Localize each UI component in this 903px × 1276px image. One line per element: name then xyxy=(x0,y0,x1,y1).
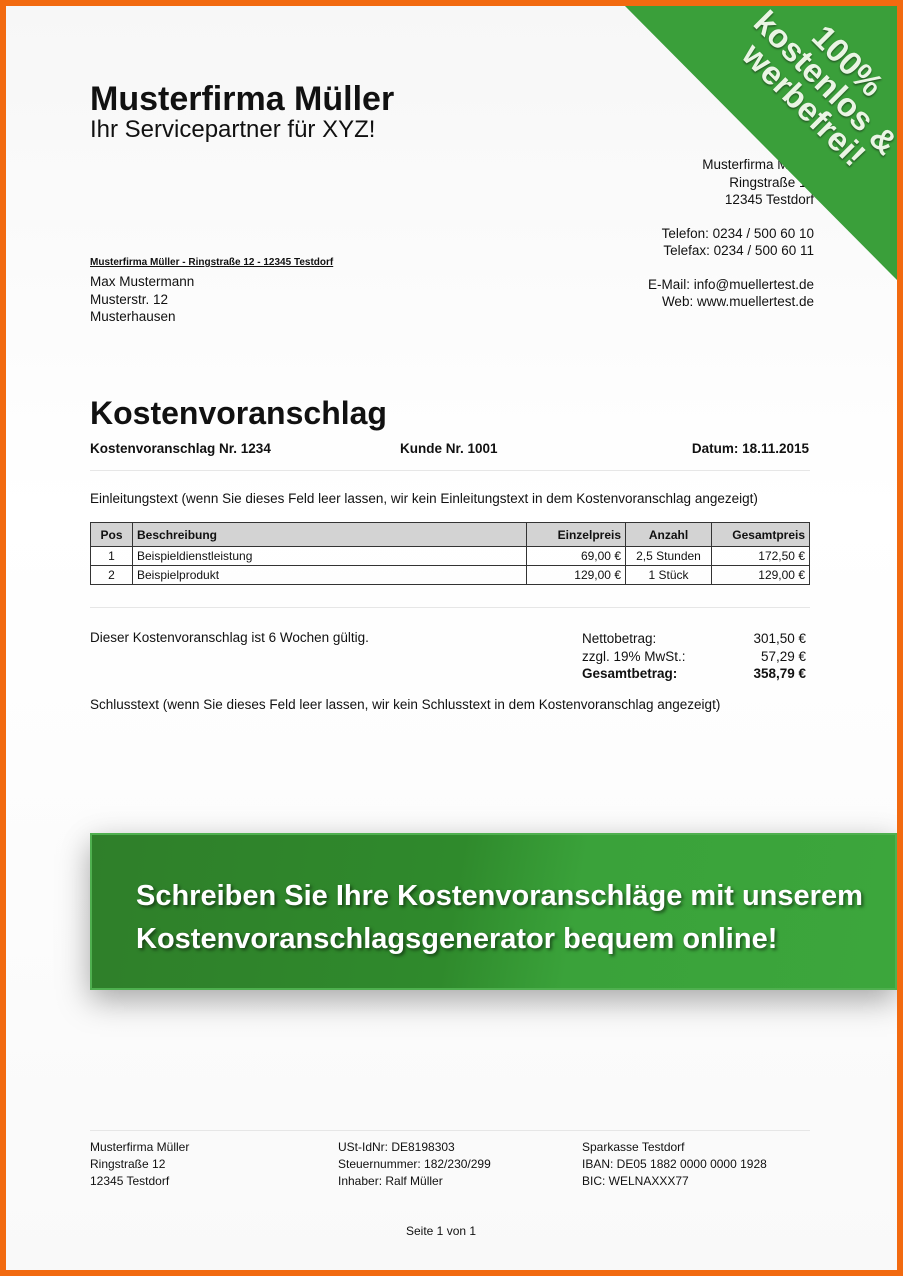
cell-pos: 1 xyxy=(90,546,133,566)
recipient-line: Musterhausen xyxy=(90,309,176,324)
cell-total: 129,00 € xyxy=(711,565,810,585)
cell-unit-price: 69,00 € xyxy=(526,546,626,566)
footer-line: Ringstraße 12 xyxy=(90,1157,166,1171)
vat-row: zzgl. 19% MwSt.: 57,29 € xyxy=(582,648,806,666)
column-header: Anzahl xyxy=(625,522,712,547)
net-row: Nettobetrag: 301,50 € xyxy=(582,630,806,648)
email: E-Mail: info@muellertest.de xyxy=(647,276,814,292)
column-header: Pos xyxy=(90,522,133,547)
address-line: 12345 Testdorf xyxy=(724,192,814,207)
website: Web: www.muellertest.de xyxy=(661,294,814,309)
items-table: Pos Beschreibung Einzelpreis Anzahl Gesa… xyxy=(90,522,810,585)
cell-description: Beispieldienstleistung xyxy=(132,546,527,566)
table-row: 1 Beispieldienstleistung 69,00 €2,5 Stund… xyxy=(90,546,810,566)
footer-line: 12345 Testdorf xyxy=(90,1174,170,1188)
closing-text: Schlusstext (wenn Sie dieses Feld leer l… xyxy=(90,697,721,712)
customer-number: Kunde Nr. 1001 xyxy=(400,441,498,456)
divider xyxy=(90,470,810,471)
document-title: Kostenvoranschlag xyxy=(90,395,387,431)
footer-line: Musterfirma Müller xyxy=(90,1140,190,1154)
spacer xyxy=(594,209,814,225)
validity-text: Dieser Kostenvoranschlag ist 6 Wochen gü… xyxy=(90,630,369,645)
footer-line: USt-IdNr: DE8198303 xyxy=(338,1140,455,1154)
phone: Telefon: 0234 / 500 60 10 xyxy=(661,225,814,241)
footer-line: Steuernummer: 182/230/299 xyxy=(338,1157,491,1171)
intro-text: Einleitungstext (wenn Sie dieses Feld le… xyxy=(90,491,758,506)
total-value: 358,79 € xyxy=(753,666,806,681)
document-number: Kostenvoranschlag Nr. 1234 xyxy=(90,441,271,456)
footer-line: Sparkasse Testdorf xyxy=(582,1140,685,1154)
net-label: Nettobetrag: xyxy=(582,631,657,646)
document-page: Musterfirma Müller Ihr Servicepartner fü… xyxy=(6,6,897,1270)
footer-line: BIC: WELNAXXX77 xyxy=(582,1174,689,1188)
net-value: 301,50 € xyxy=(753,631,806,646)
recipient-line: Max Mustermann xyxy=(90,274,195,289)
cell-description: Beispielprodukt xyxy=(132,565,527,585)
vat-label: zzgl. 19% MwSt.: xyxy=(582,648,686,664)
company-contact: Musterfirma Müller Ringstraße 12 12345 T… xyxy=(594,156,814,311)
cell-quantity: 1 Stück xyxy=(625,565,712,585)
fax: Telefax: 0234 / 500 60 11 xyxy=(663,243,814,258)
column-header: Einzelpreis xyxy=(526,522,626,547)
column-header: Beschreibung xyxy=(132,522,527,547)
footer-bank: Sparkasse Testdorf IBAN: DE05 1882 0000 0… xyxy=(582,1139,767,1190)
banner-line: Kostenvoranschlagsgenerator bequem onlin… xyxy=(136,923,778,955)
cell-unit-price: 129,00 € xyxy=(526,565,626,585)
address-line: Ringstraße 12 xyxy=(729,174,814,190)
promo-banner-text: Schreiben Sie Ihre Kostenvoranschläge mi… xyxy=(136,875,863,961)
footer-line: IBAN: DE05 1882 0000 0000 1928 xyxy=(582,1157,767,1171)
cell-quantity: 2,5 Stunden xyxy=(625,546,712,566)
totals: Nettobetrag: 301,50 € zzgl. 19% MwSt.: 57,… xyxy=(582,630,806,683)
recipient-line: Musterstr. 12 xyxy=(90,291,169,307)
divider xyxy=(90,1130,810,1131)
company-name: Musterfirma Müller xyxy=(90,80,395,118)
page-number: Seite 1 von 1 xyxy=(406,1224,477,1238)
recipient-address: Max Mustermann Musterstr. 12 Musterhausen xyxy=(90,273,194,326)
footer-line: Inhaber: Ralf Müller xyxy=(338,1174,443,1188)
total-label: Gesamtbetrag: xyxy=(582,666,678,681)
total-row: Gesamtbetrag: 358,79 € xyxy=(582,665,806,683)
spacer xyxy=(594,260,814,276)
cell-total: 172,50 € xyxy=(711,546,810,566)
table-row: 2 Beispielprodukt 129,00 €1 Stück 129,00 € xyxy=(90,565,810,585)
table-header-row: Pos Beschreibung Einzelpreis Anzahl Gesa… xyxy=(90,522,810,547)
divider xyxy=(90,607,810,608)
vat-value: 57,29 € xyxy=(760,648,806,664)
footer-tax: USt-IdNr: DE8198303 Steuernummer: 182/230… xyxy=(338,1139,491,1190)
column-header: Gesamtpreis xyxy=(711,522,810,547)
document-date: Datum: 18.11.2015 xyxy=(691,441,809,456)
banner-line: Schreiben Sie Ihre Kostenvoranschläge mi… xyxy=(136,880,863,912)
promo-banner[interactable]: Schreiben Sie Ihre Kostenvoranschläge mi… xyxy=(90,833,897,990)
footer-company: Musterfirma Müller Ringstraße 12 12345 Tes… xyxy=(90,1139,189,1190)
company-tagline: Ihr Servicepartner für XYZ! xyxy=(90,116,376,143)
sender-line: Musterfirma Müller - Ringstraße 12 - 123… xyxy=(90,257,334,268)
cell-pos: 2 xyxy=(90,565,133,585)
